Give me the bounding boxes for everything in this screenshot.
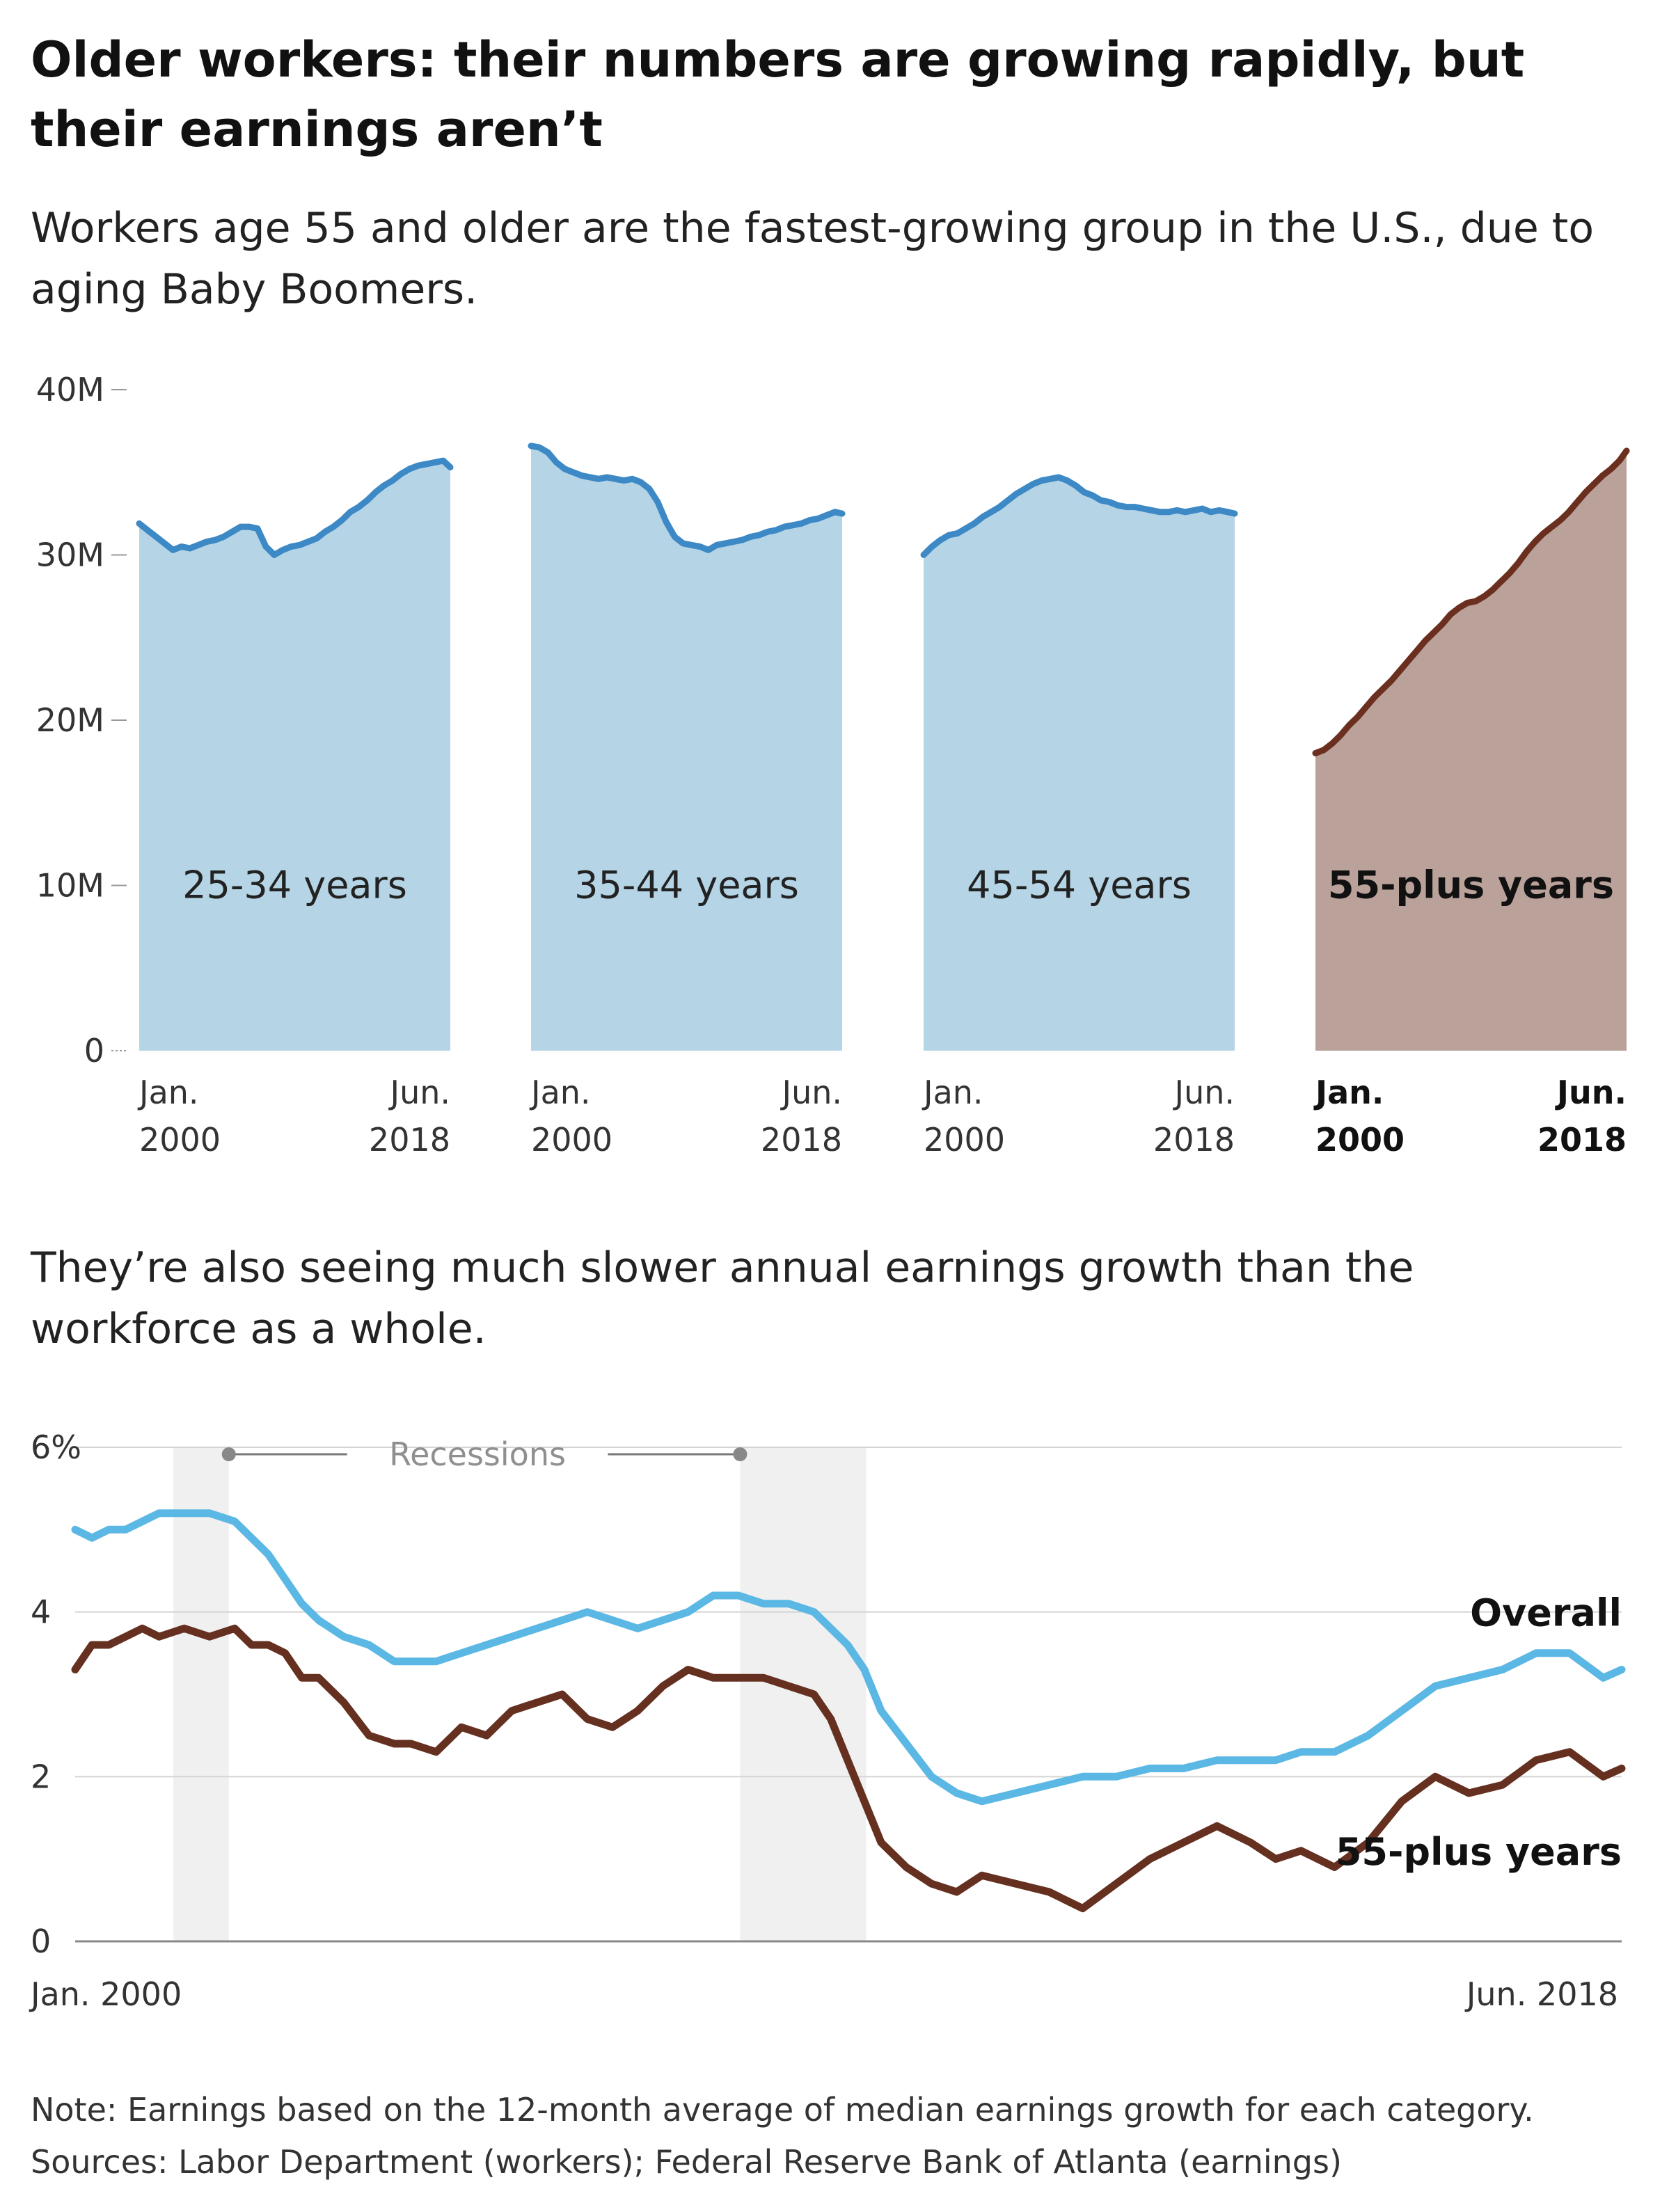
x-tick-label: Jun.	[388, 1074, 451, 1111]
x-tick-label: Jan.	[137, 1074, 199, 1111]
recession-band	[173, 1447, 229, 1941]
x-tick-label: 2000	[139, 1121, 221, 1159]
series-line	[136, 457, 454, 558]
earnings-subtitle: They’re also seeing much slower annual e…	[31, 1243, 1414, 1353]
y-tick-label: 0	[31, 1923, 51, 1960]
y-tick-label: 4	[31, 1593, 51, 1631]
x-tick-label: Jan.	[1313, 1074, 1384, 1111]
panel-label: 55-plus years	[1328, 864, 1614, 907]
y-tick-label: 30M	[36, 536, 104, 574]
y-tick-label: 20M	[36, 701, 104, 739]
series-line	[920, 474, 1238, 558]
x-tick-label: 2000	[924, 1121, 1005, 1159]
area-fill	[1315, 450, 1627, 1051]
panel-label: 35-44 years	[574, 864, 799, 907]
x-tick-label: 2018	[1153, 1121, 1235, 1159]
y-tick-label: 0	[84, 1032, 104, 1069]
x-tick-label: Jun.	[1173, 1074, 1235, 1111]
chart-note: Note: Earnings based on the 12-month ave…	[31, 2091, 1534, 2129]
recession-marker-dot	[221, 1447, 236, 1461]
x-tick-label: Jun.	[1555, 1074, 1627, 1111]
area-fill	[924, 477, 1235, 1051]
x-tick-label: 2000	[1315, 1121, 1405, 1159]
series-line-55-plus-years	[71, 1624, 1626, 1913]
chart-title: Older workers: their numbers are growing…	[31, 31, 1525, 158]
panel-25-34-years: 25-34 years Jan. 2000 Jun. 2018	[136, 457, 454, 1159]
panel-55-plus-years: 55-plus years Jan. 2000 Jun. 2018	[1312, 447, 1630, 1159]
workers-small-multiples-chart: 0 10M 20M 30M 40M 25-34 years Jan. 2000 Jun. 2018…	[36, 371, 1630, 1159]
x-tick-label: Jan.	[529, 1074, 591, 1111]
x-tick-label: Jan.	[922, 1074, 983, 1111]
x-tick-label: 2018	[761, 1121, 842, 1159]
recession-marker-dot	[733, 1447, 748, 1461]
y-tick-label: 10M	[36, 867, 104, 905]
x-tick-label: Jan. 2000	[29, 1975, 182, 2013]
panel-45-54-years: 45-54 years Jan. 2000 Jun. 2018	[920, 474, 1238, 1159]
y-tick-label: 6%	[31, 1429, 81, 1466]
x-tick-label: 2000	[531, 1121, 612, 1159]
x-tick-label: 2018	[1537, 1121, 1627, 1159]
area-fill	[139, 461, 450, 1051]
x-tick-label: 2018	[369, 1121, 450, 1159]
recessions-label: Recessions	[389, 1435, 566, 1473]
workers-subtitle: Workers age 55 and older are the fastest…	[31, 204, 1595, 314]
chart-sources: Sources: Labor Department (workers); Fed…	[31, 2143, 1342, 2181]
y-tick-label: 2	[31, 1758, 51, 1795]
series-line	[1312, 447, 1630, 756]
y-tick-label: 40M	[36, 371, 104, 408]
series-line-Overall	[71, 1509, 1626, 1806]
panel-label: 25-34 years	[182, 864, 407, 907]
series-label-overall: Overall	[1470, 1591, 1622, 1635]
x-tick-label: Jun.	[780, 1074, 843, 1111]
area-fill	[531, 445, 842, 1051]
series-line	[528, 443, 846, 553]
series-label-55-plus: 55-plus years	[1336, 1830, 1622, 1874]
x-tick-label: Jun. 2018	[1464, 1975, 1618, 2013]
panel-label: 45-54 years	[967, 864, 1192, 907]
panel-35-44-years: 35-44 years Jan. 2000 Jun. 2018	[528, 443, 846, 1159]
earnings-growth-line-chart: 0 2 4 6% Recessions Overall 55-plus years Jan. …	[29, 1429, 1626, 2013]
